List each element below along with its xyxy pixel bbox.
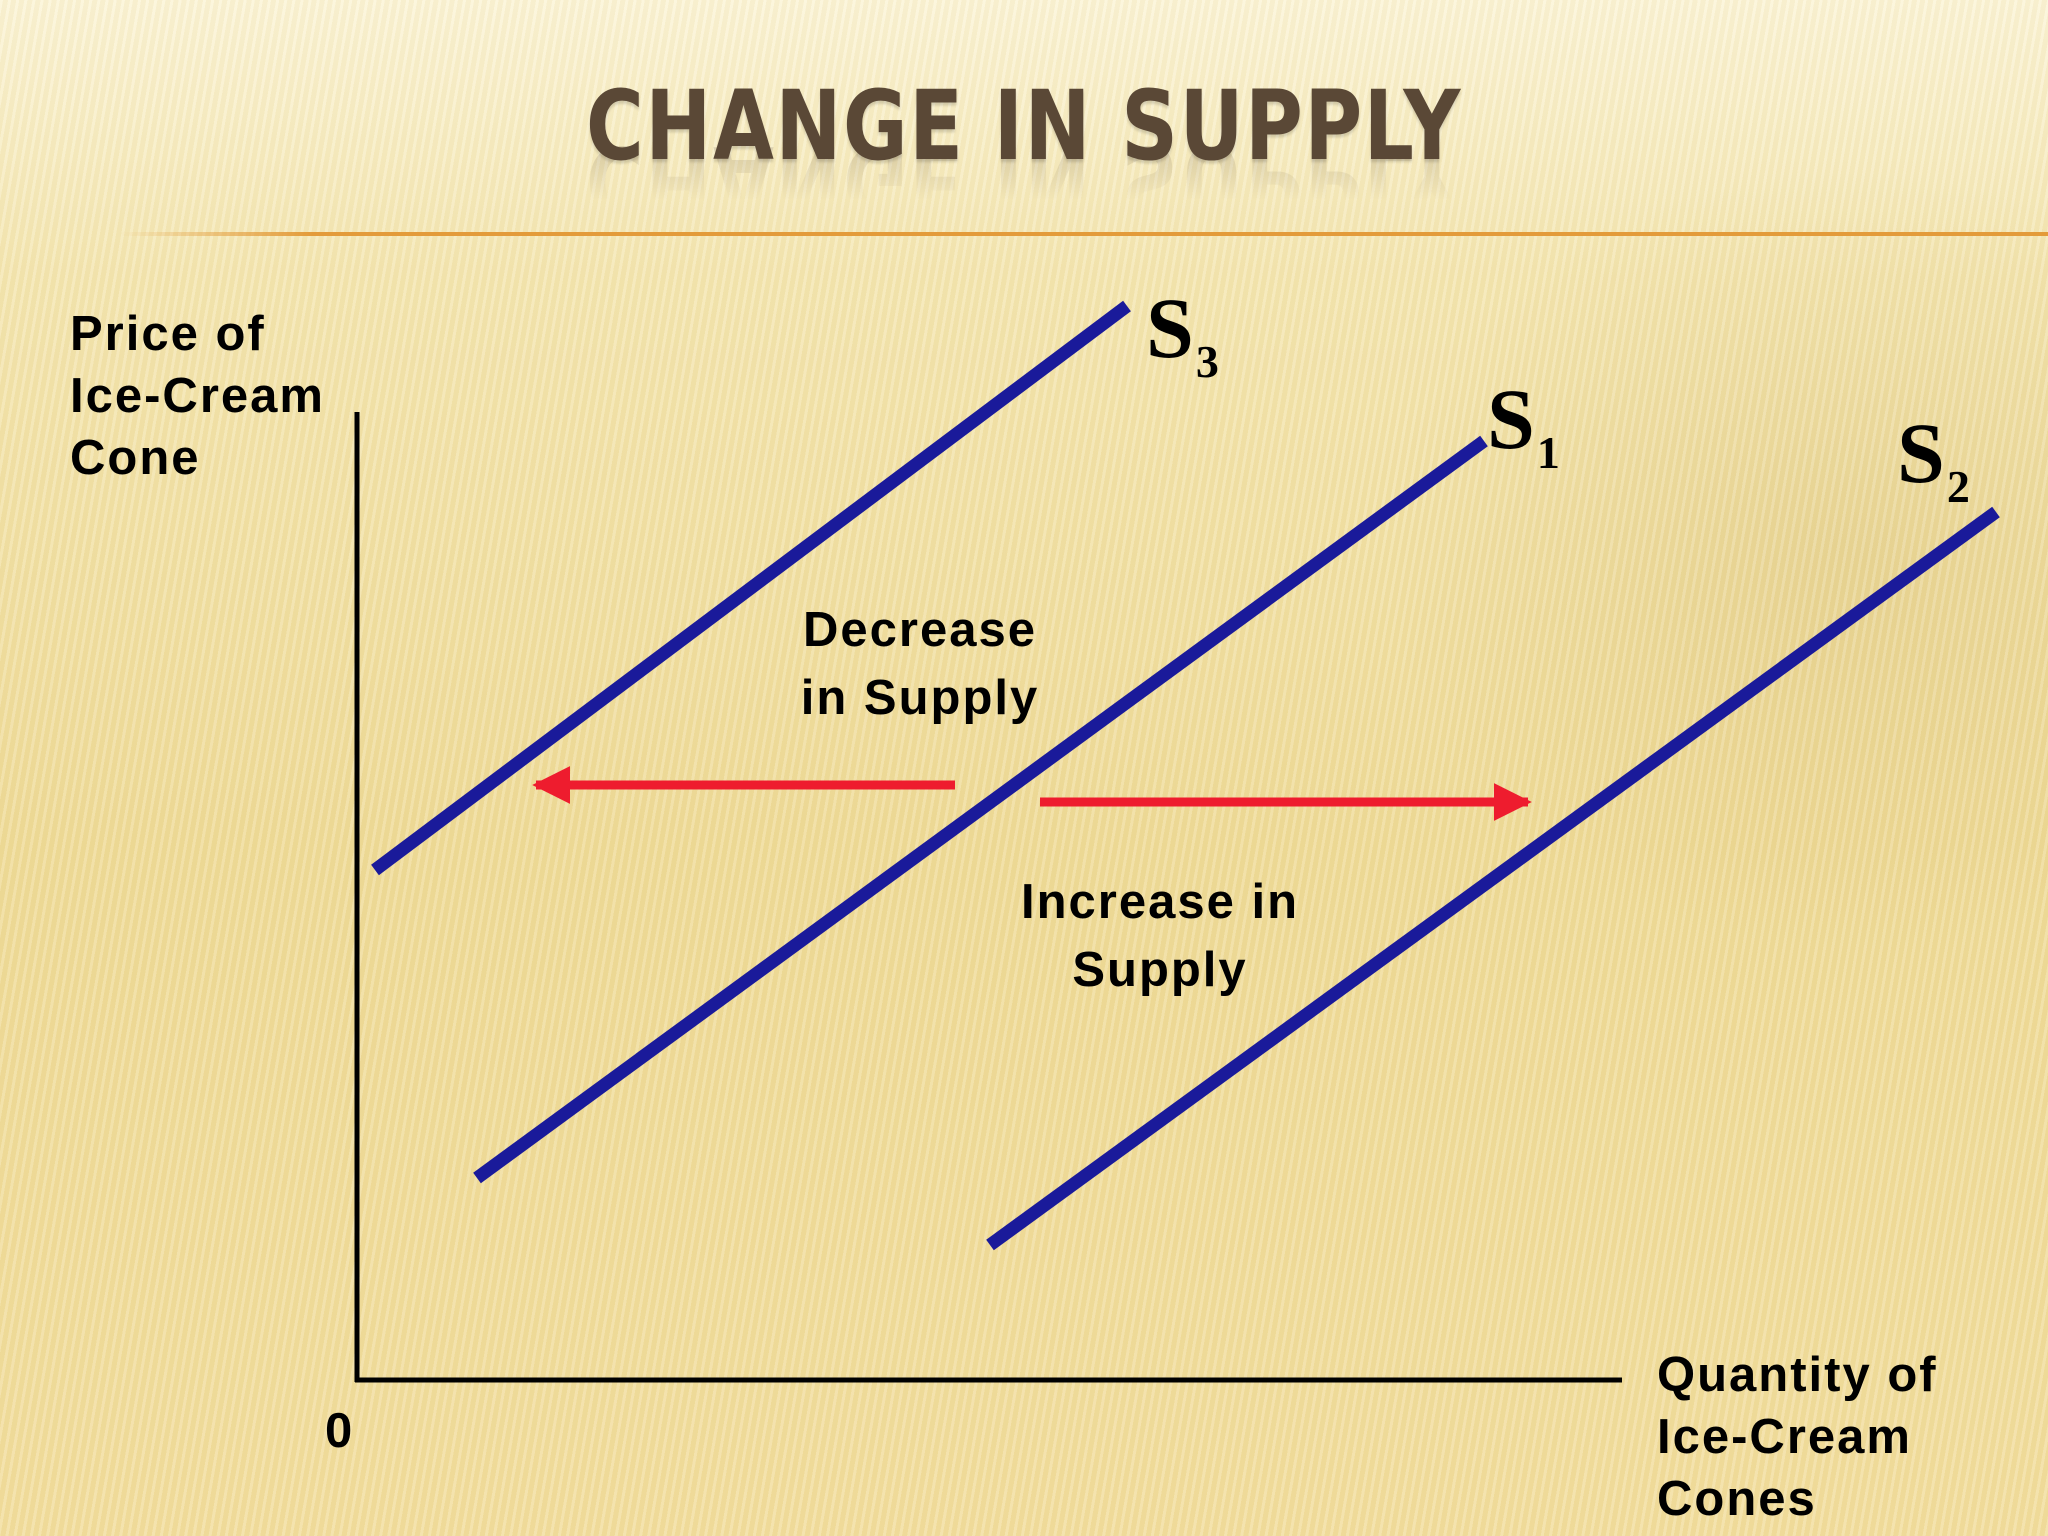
slide-title: CHANGE IN SUPPLY [586,70,1462,182]
y-axis-label-line-1: Price of [70,307,266,361]
supply-curve-s2 [986,506,2000,1251]
curve-label-s2-subscript: 2 [1946,461,1970,512]
decrease-label: Decrease in Supply [760,596,1080,732]
curve-label-s1-subscript: 1 [1536,427,1560,478]
decrease-label-line-2: in Supply [800,671,1040,725]
curve-label-s3: S3 [1146,285,1219,385]
increase-label-line-1: Increase in [1020,875,1300,929]
curve-label-s2-letter: S [1897,405,1945,501]
x-axis-label-line-1: Quantity of [1657,1348,1938,1402]
supply-curve-s1 [473,435,1488,1184]
y-axis-label-line-3: Cone [70,431,201,485]
curve-label-s1: S1 [1487,376,1560,476]
x-axis-label: Quantity of Ice-Cream Cones [1657,1344,1938,1530]
curve-label-s1-letter: S [1487,371,1535,467]
increase-label: Increase in Supply [980,868,1340,1004]
x-axis-label-line-2: Ice-Cream [1657,1410,1912,1464]
curve-label-s3-letter: S [1146,280,1194,376]
supply-curve-s3 [371,300,1131,876]
x-axis-label-line-3: Cones [1657,1472,1817,1526]
decrease-label-line-1: Decrease [803,603,1037,657]
increase-label-line-2: Supply [1072,943,1248,997]
title-divider [120,232,2048,236]
origin-label: 0 [325,1404,353,1458]
curve-label-s2: S2 [1897,410,1970,510]
curve-label-s3-subscript: 3 [1195,336,1219,387]
y-axis-label: Price of Ice-Cream Cone [70,303,325,489]
y-axis-label-line-2: Ice-Cream [70,369,325,423]
